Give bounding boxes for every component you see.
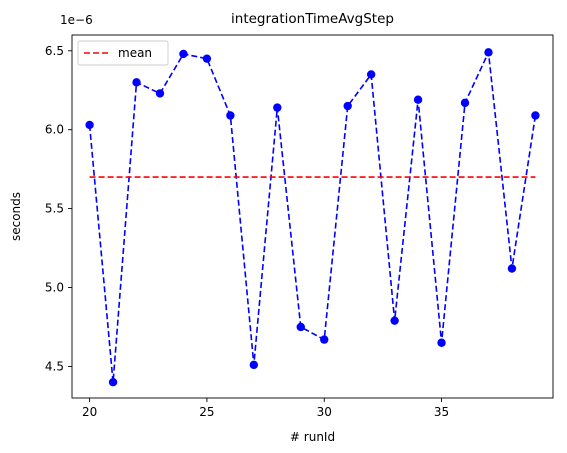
y-tick-label: 4.5 — [45, 359, 64, 373]
data-point — [85, 120, 94, 130]
legend-mean-label: mean — [118, 46, 152, 60]
data-point — [132, 78, 141, 87]
data-point — [155, 89, 165, 98]
data-point — [484, 48, 493, 57]
data-point — [202, 54, 212, 63]
y-tick-label: 6.5 — [45, 44, 64, 58]
data-point — [437, 338, 446, 347]
y-axis-label: seconds — [9, 192, 23, 241]
data-point — [531, 111, 540, 120]
x-tick-label: 25 — [199, 405, 214, 419]
plot-area-frame — [71, 34, 554, 399]
x-tick-label: 30 — [317, 405, 332, 419]
y-tick-label: 5.0 — [45, 281, 64, 295]
y-tick-label: 5.5 — [45, 202, 64, 216]
x-tick-label: 35 — [434, 405, 449, 419]
x-tick-label: 20 — [82, 405, 97, 419]
data-point — [507, 264, 517, 273]
data-point — [320, 335, 329, 344]
y-tick-label: 6.0 — [45, 123, 64, 137]
y-axis-offset-label: 1e−6 — [60, 13, 93, 27]
data-point — [179, 49, 188, 59]
x-axis-label: # runId — [290, 430, 335, 444]
data-point — [273, 103, 282, 112]
data-point — [226, 111, 235, 120]
data-point — [343, 101, 352, 111]
chart-title: integrationTimeAvgStep — [231, 11, 394, 27]
data-point — [249, 360, 259, 370]
series-line — [88, 49, 537, 383]
data-point — [460, 98, 470, 108]
legend: mean — [77, 40, 169, 66]
data-point — [108, 378, 118, 387]
data-point — [366, 70, 376, 79]
data-point — [296, 322, 305, 332]
legend-box — [77, 40, 169, 66]
data-point — [390, 316, 399, 325]
data-point — [413, 95, 423, 104]
